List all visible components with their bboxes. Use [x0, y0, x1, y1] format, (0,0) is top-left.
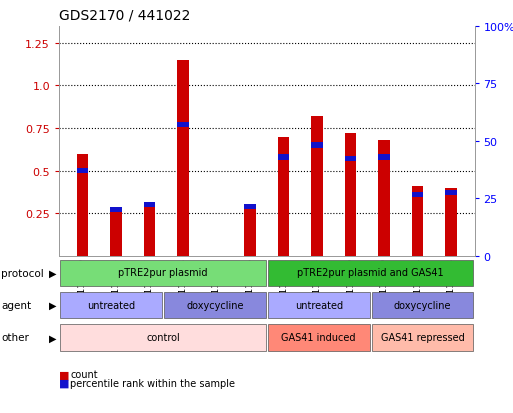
Bar [177, 123, 189, 128]
Bar [311, 143, 323, 148]
Text: ▶: ▶ [49, 332, 56, 343]
Bar [110, 210, 122, 256]
Text: control: control [146, 332, 180, 342]
Bar [177, 61, 189, 256]
Bar [412, 192, 423, 197]
Text: percentile rank within the sample: percentile rank within the sample [70, 378, 235, 388]
Text: pTRE2pur plasmid and GAS41: pTRE2pur plasmid and GAS41 [298, 268, 444, 278]
Bar [412, 186, 423, 256]
Text: count: count [70, 370, 98, 380]
Text: pTRE2pur plasmid: pTRE2pur plasmid [118, 268, 208, 278]
Bar [268, 292, 369, 319]
Text: other: other [1, 332, 29, 343]
Bar [345, 134, 357, 256]
Text: doxycycline: doxycycline [394, 300, 451, 310]
Text: protocol: protocol [1, 268, 44, 278]
Bar [345, 157, 357, 162]
Bar [244, 209, 256, 256]
Bar [60, 324, 266, 351]
Bar [445, 188, 457, 256]
Bar [372, 324, 473, 351]
Text: agent: agent [1, 300, 31, 311]
Text: untreated: untreated [87, 300, 135, 310]
Bar [110, 208, 122, 213]
Text: GAS41 repressed: GAS41 repressed [381, 332, 464, 342]
Bar [76, 169, 88, 174]
Bar [311, 117, 323, 256]
Bar [268, 324, 369, 351]
Text: ▶: ▶ [49, 300, 56, 311]
Text: doxycycline: doxycycline [186, 300, 244, 310]
Bar [144, 204, 155, 256]
Bar [378, 140, 390, 256]
Bar [76, 154, 88, 256]
Bar [164, 292, 266, 319]
Text: GAS41 induced: GAS41 induced [282, 332, 356, 342]
Text: ▶: ▶ [49, 268, 56, 278]
Bar [378, 155, 390, 160]
Text: ■: ■ [59, 378, 69, 388]
Bar [268, 260, 473, 287]
Bar [445, 191, 457, 196]
Text: untreated: untreated [294, 300, 343, 310]
Bar [60, 260, 266, 287]
Bar [60, 292, 162, 319]
Bar [278, 155, 289, 160]
Bar [244, 204, 256, 209]
Text: GDS2170 / 441022: GDS2170 / 441022 [59, 9, 190, 23]
Bar [372, 292, 473, 319]
Bar [144, 202, 155, 208]
Bar [278, 137, 289, 256]
Text: ■: ■ [59, 370, 69, 380]
